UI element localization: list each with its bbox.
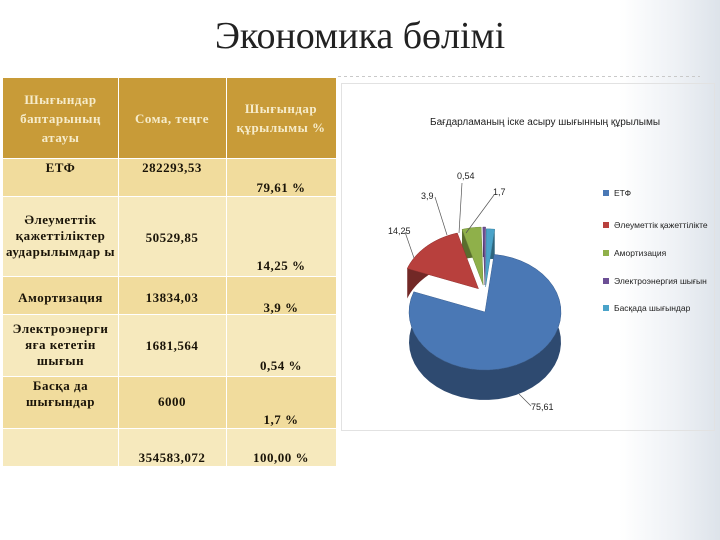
slice-electricity	[482, 226, 486, 286]
table-grid-line	[3, 314, 336, 315]
table-cell-name: ЕТФ	[45, 160, 76, 175]
table-grid-line	[3, 158, 336, 159]
table-cell-name: Электроэнерги яға кететін шығын	[12, 321, 109, 368]
table-cell-name: Амортизация	[18, 290, 103, 305]
table-cell-total-sum: 354583,072	[138, 450, 206, 465]
legend-swatch	[603, 190, 609, 196]
legend-label: Басқада шығындар	[614, 303, 691, 313]
table-header-pct: Шығындар құрылымы %	[226, 78, 336, 158]
leader-line	[518, 393, 532, 407]
table-row-band	[3, 314, 336, 376]
table-cell-sum: 50529,85	[145, 230, 199, 245]
data-label-etf: 75,61	[531, 402, 554, 412]
chart-title: Бағдарламаның іске асыру шығынның құрылы…	[430, 117, 661, 128]
legend-label: Электроэнергия шығын	[614, 276, 707, 286]
table-cell-pct: 79,61 %	[256, 180, 306, 195]
slice-amortization	[461, 226, 484, 286]
data-label-social: 14,25	[388, 226, 411, 236]
leader-line	[434, 196, 448, 236]
table-grid-line	[3, 276, 336, 277]
table-cell-name: Әлеуметтік қажеттіліктер аударылымдар ы	[6, 212, 115, 259]
table-grid-line	[226, 78, 227, 466]
legend-item: Басқада шығындар	[603, 303, 690, 313]
table-grid-line	[3, 428, 336, 429]
table-row-band	[3, 276, 336, 314]
table-header-sum: Сома, теңге	[118, 78, 226, 158]
legend-swatch	[603, 305, 609, 311]
table-grid-line	[118, 78, 119, 466]
table-grid-line	[3, 196, 336, 197]
slice-etf	[408, 254, 562, 371]
table-grid-line	[3, 376, 336, 377]
table-row-band	[3, 196, 336, 276]
slice-other	[485, 228, 496, 287]
table-row-band	[3, 158, 336, 196]
table-cell-pct: 3,9 %	[263, 300, 299, 315]
legend-item: Әлеуметтік қажеттілікте	[603, 220, 708, 230]
legend-item: Электроэнергия шығын	[603, 276, 707, 286]
table-cell-sum: 13834,03	[145, 290, 199, 305]
table-cell-name: Басқа да шығындар	[26, 378, 95, 409]
table-cell-pct: 1,7 %	[263, 412, 299, 427]
table-row-band	[3, 428, 336, 466]
legend-label: Әлеуметтік қажеттілікте	[614, 220, 708, 230]
leader-line	[465, 194, 495, 234]
table-cell-pct: 14,25 %	[256, 258, 306, 273]
data-label-electric: 0,54	[457, 171, 475, 181]
leader-line	[404, 231, 415, 259]
legend-swatch	[603, 222, 609, 228]
divider-line	[338, 76, 700, 77]
legend-swatch	[603, 278, 609, 284]
legend-item: ЕТФ	[603, 188, 631, 198]
data-label-amort: 3,9	[421, 191, 434, 201]
slide-title: Экономика бөлімі	[214, 15, 506, 57]
data-label-other: 1,7	[493, 187, 506, 197]
table-cell-total-pct: 100,00 %	[253, 450, 309, 465]
slice-social	[406, 232, 479, 290]
legend-label: Амортизация	[614, 248, 667, 258]
table-row-band	[3, 376, 336, 428]
table-header-name: Шығындар баптарының атауы	[3, 78, 118, 158]
table-cell-sum: 6000	[158, 394, 186, 409]
legend-swatch	[603, 250, 609, 256]
expense-table: Шығындар баптарының атауы Сома, теңге Шы…	[3, 78, 336, 466]
table-cell-pct: 0,54 %	[260, 358, 302, 373]
leader-line	[458, 182, 463, 234]
legend-item: Амортизация	[603, 248, 666, 258]
table-cell-sum: 1681,564	[145, 338, 199, 353]
legend-label: ЕТФ	[614, 188, 632, 198]
table-cell-sum: 282293,53	[142, 160, 202, 175]
